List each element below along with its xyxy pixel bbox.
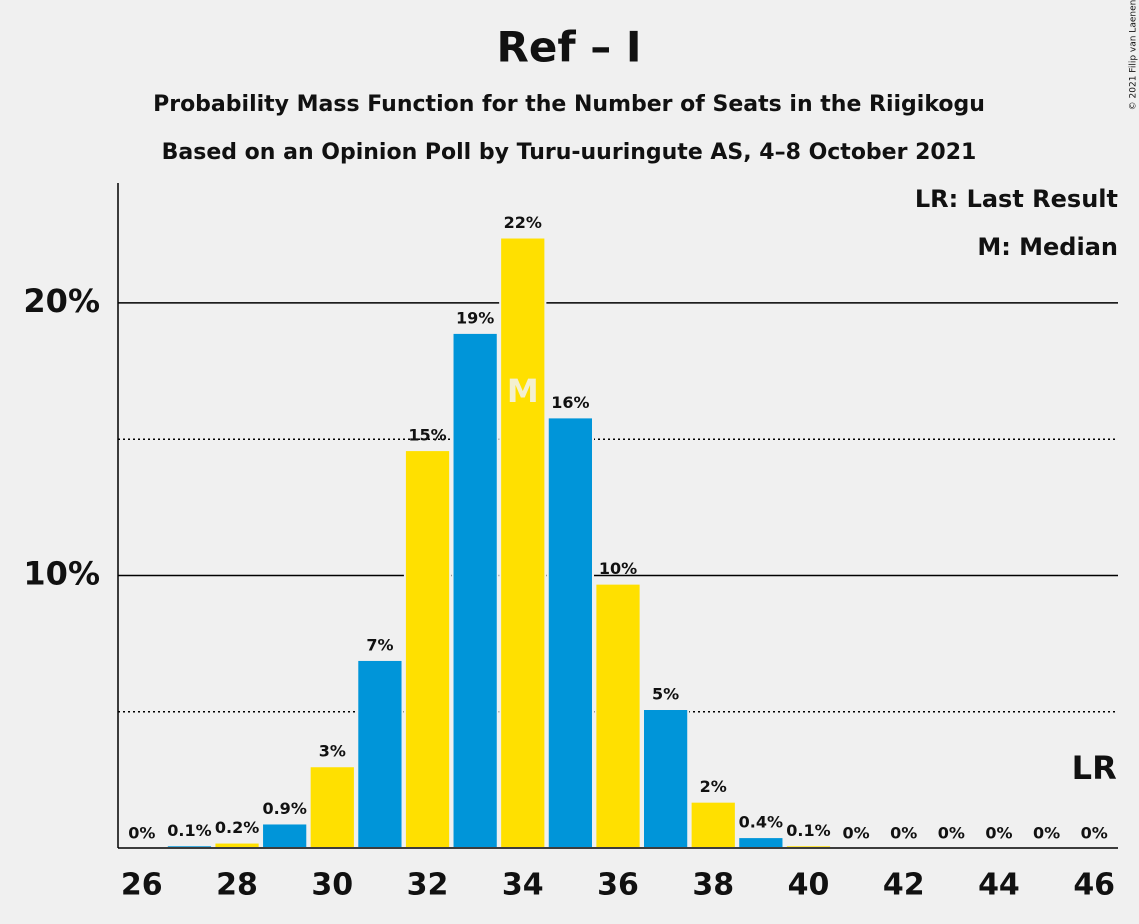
bar [499,236,547,850]
x-tick-label: 40 [788,868,830,903]
bar [451,331,499,850]
bar [594,582,642,849]
x-tick-label: 28 [216,868,258,903]
x-tick-label: 44 [978,868,1020,903]
legend-entry: LR: Last Result [915,185,1118,213]
bar [737,836,785,850]
value-label: 0.9% [262,799,306,818]
x-tick-label: 46 [1073,868,1115,903]
chart-subtitle: Based on an Opinion Poll by Turu-uuringu… [162,140,977,165]
value-label: 0% [938,824,965,843]
value-label: 0% [985,824,1012,843]
bar [642,708,690,849]
chart-subtitle: Probability Mass Function for the Number… [153,92,985,117]
x-tick-label: 36 [597,868,639,903]
value-label: 0.1% [786,821,830,840]
value-label: 19% [456,308,494,327]
x-tick-label: 26 [121,868,163,903]
value-label: 0% [1081,824,1108,843]
bar [213,841,261,850]
value-label: 0.2% [215,818,259,837]
bar [308,765,356,850]
value-label: 0.1% [167,821,211,840]
y-tick-label: 10% [23,554,100,592]
value-label: 0% [1033,824,1060,843]
median-marker: M [507,372,539,410]
x-tick-label: 32 [407,868,449,903]
copyright: © 2021 Filip van Laenen [1129,0,1139,110]
bar [546,416,594,849]
value-label: 22% [504,213,542,232]
bar [261,822,309,850]
value-label: 0% [128,824,155,843]
y-tick-label: 20% [23,282,100,320]
x-tick-label: 34 [502,868,544,903]
legend-entry: M: Median [977,233,1118,261]
x-tick-label: 38 [692,868,734,903]
bar [689,800,737,849]
value-label: 5% [652,685,679,704]
x-tick-label: 30 [311,868,353,903]
value-label: 15% [408,426,446,445]
value-label: 0% [890,824,917,843]
bar [356,658,404,849]
value-label: 16% [551,393,589,412]
last-result-marker: LR [1072,749,1117,787]
value-label: 0% [843,824,870,843]
value-label: 0.4% [739,813,783,832]
value-label: 7% [366,635,393,654]
value-label: 10% [599,559,637,578]
x-tick-label: 42 [883,868,925,903]
bar [403,449,452,849]
chart-title: Ref – I [497,23,642,72]
value-label: 2% [700,777,727,796]
value-label: 3% [319,742,346,761]
